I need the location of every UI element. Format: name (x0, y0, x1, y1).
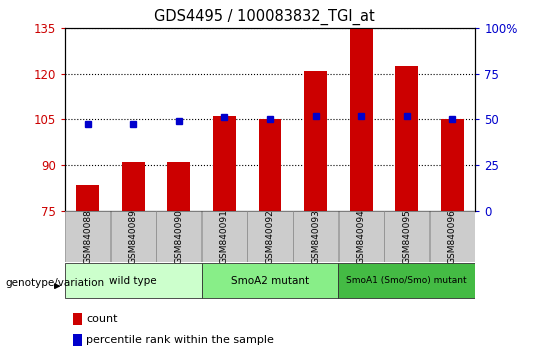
Text: GSM840096: GSM840096 (448, 209, 457, 264)
Text: genotype/variation: genotype/variation (5, 278, 105, 288)
FancyBboxPatch shape (65, 211, 110, 262)
Bar (259, 120, 281, 211)
FancyBboxPatch shape (247, 211, 293, 262)
FancyBboxPatch shape (202, 211, 247, 262)
FancyBboxPatch shape (384, 211, 429, 262)
FancyBboxPatch shape (65, 263, 201, 298)
Bar (73, 334, 82, 346)
Text: GSM840092: GSM840092 (266, 209, 274, 264)
Bar (122, 162, 145, 211)
Bar (304, 71, 327, 211)
FancyBboxPatch shape (201, 263, 339, 298)
FancyBboxPatch shape (339, 211, 384, 262)
Bar (213, 116, 236, 211)
Bar (76, 185, 99, 211)
Text: GSM840094: GSM840094 (357, 209, 366, 264)
Text: SmoA1 (Smo/Smo) mutant: SmoA1 (Smo/Smo) mutant (347, 276, 467, 285)
Text: GSM840089: GSM840089 (129, 209, 138, 264)
FancyBboxPatch shape (293, 211, 338, 262)
FancyBboxPatch shape (111, 211, 156, 262)
Text: wild type: wild type (110, 275, 157, 286)
Text: GSM840093: GSM840093 (311, 209, 320, 264)
Text: SmoA2 mutant: SmoA2 mutant (231, 275, 309, 286)
Bar (441, 120, 464, 211)
FancyBboxPatch shape (430, 211, 475, 262)
Text: GDS4495 / 100083832_TGI_at: GDS4495 / 100083832_TGI_at (154, 9, 375, 25)
Bar (167, 162, 190, 211)
FancyBboxPatch shape (156, 211, 201, 262)
Text: GSM840091: GSM840091 (220, 209, 229, 264)
Text: GSM840095: GSM840095 (402, 209, 411, 264)
Text: GSM840090: GSM840090 (174, 209, 183, 264)
Bar (73, 313, 82, 325)
Bar (350, 28, 373, 211)
Text: count: count (86, 314, 118, 324)
Text: percentile rank within the sample: percentile rank within the sample (86, 335, 274, 345)
Bar (395, 66, 418, 211)
Text: GSM840088: GSM840088 (83, 209, 92, 264)
FancyBboxPatch shape (339, 263, 475, 298)
